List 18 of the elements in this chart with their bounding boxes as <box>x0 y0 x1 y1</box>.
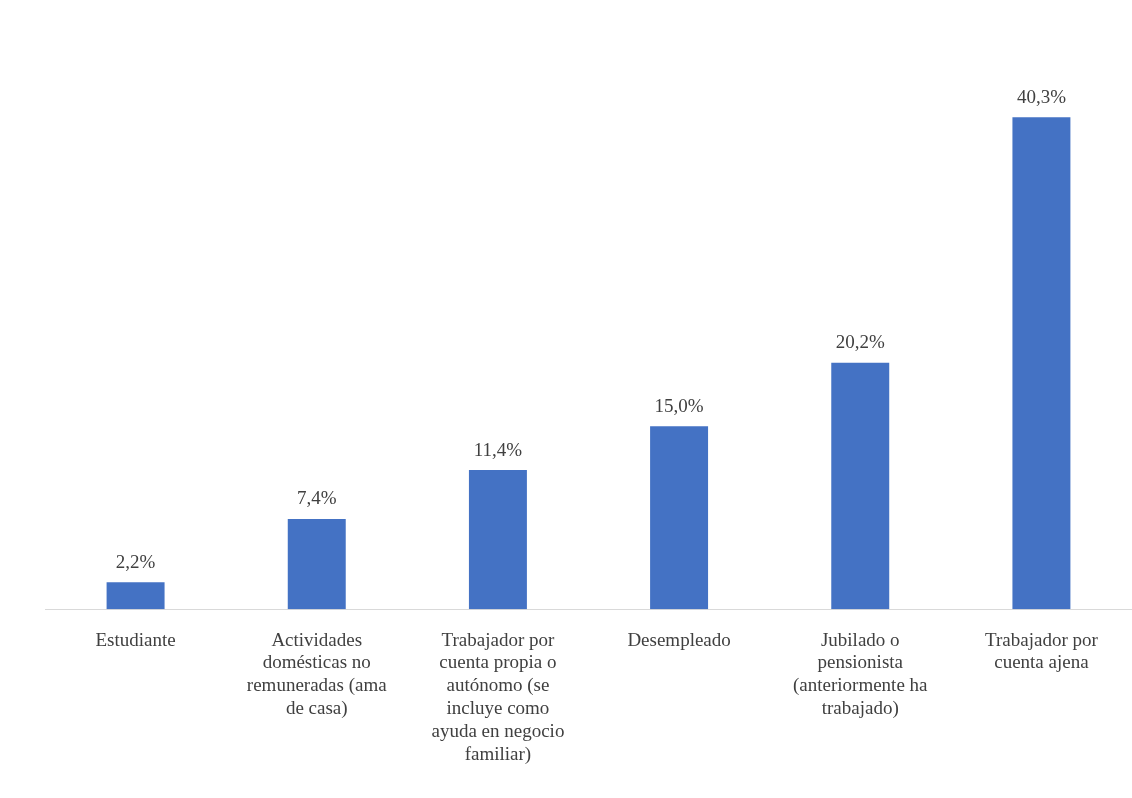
x-tick-label: Jubilado o pensionista (anteriormente ha trabajado) <box>792 628 929 719</box>
data-label: 15,0% <box>654 394 704 416</box>
bar <box>106 582 165 610</box>
data-label: 7,4% <box>296 487 337 509</box>
x-tick-label: Trabajador por cuenta ajena <box>985 628 1099 673</box>
bar <box>287 518 346 610</box>
bar <box>468 470 527 610</box>
x-tick-label: Trabajador por cuenta propia o autónomo (se incluye como ayuda en negocio familiar) <box>431 628 565 765</box>
data-label: 2,2% <box>115 550 156 572</box>
data-label: 11,4% <box>473 438 523 460</box>
bar <box>831 362 890 610</box>
x-tick-label: Actividades domésticas no remuneradas (ama de casa) <box>246 628 388 719</box>
x-tick-label: Estudiante <box>95 628 176 650</box>
data-label: 40,3% <box>1016 85 1067 107</box>
data-label: 20,2% <box>835 331 885 353</box>
bar <box>650 426 709 610</box>
bar <box>1012 117 1071 610</box>
x-tick-label: Desempleado <box>627 628 731 650</box>
